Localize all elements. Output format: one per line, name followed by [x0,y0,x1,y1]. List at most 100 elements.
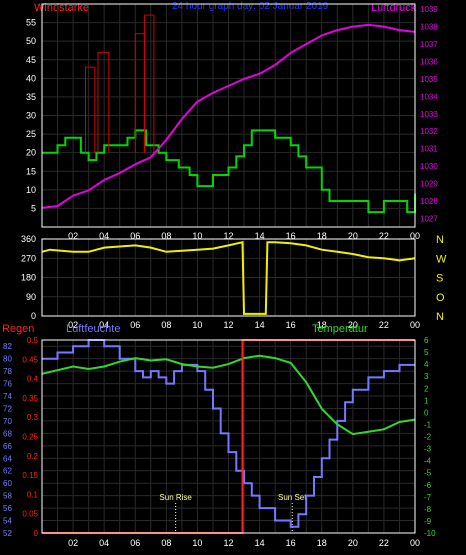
mid-plot-frame [41,238,416,317]
top-x-tick-label: 00 [410,231,420,241]
wind-speed-line [42,129,416,214]
graph-subtitle: 24 hour graph day: 02 Januar 2019 [172,1,329,12]
compass-label: N [436,311,444,323]
regen-title: Regen [2,323,34,335]
top-x-axis: 02 04 06 08 10 12 14 16 18 20 22 00 [68,231,420,241]
bottom-plot-frame [41,339,416,534]
pressure-line [41,23,416,209]
wind-y-tick-label: 20 [26,148,36,158]
rain-y-tick-label: 0.45 [22,355,38,364]
mid-x-tick-label: 10 [192,320,202,330]
mid-x-tick-label: 00 [410,320,420,330]
pressure-y-tick-label: 1038 [420,23,438,32]
top-x-tick-label: 02 [68,231,78,241]
bottom-x-tick-label: 08 [161,538,171,548]
temperature-line [41,354,416,436]
humidity-y-tick-label: 78 [3,367,12,376]
mid-x-tick-label: 20 [348,320,358,330]
humidity-y-tick-label: 64 [3,454,12,463]
direction-y-tick-label: 270 [21,253,36,263]
temperature-y-tick-label: 1 [424,396,429,405]
mid-x-axis: 02 04 06 08 10 12 14 16 18 20 22 00 [68,320,420,330]
wind-pressure-panel: Windstärke 24 hour graph day: 02 Januar … [26,1,438,241]
wind-y-tick-label: 45 [26,55,36,65]
rain-y-tick-label: 0.35 [22,394,38,403]
windstaerke-title: Windstärke [34,2,89,14]
mid-x-tick-label: 06 [130,320,140,330]
compass-label: O [436,292,445,304]
mid-series [41,240,416,315]
top-x-tick-label: 14 [255,231,265,241]
top-x-tick-label: 12 [223,231,233,241]
rain-y-tick-label: 0 [34,529,39,538]
top-x-tick-label: 04 [99,231,109,241]
humidity-line [42,339,415,528]
compass-label: W [436,253,447,265]
temperature-y-tick-label: -6 [424,481,432,490]
humidity-y-tick-label: 56 [3,504,12,513]
top-x-tick-label: 16 [286,231,296,241]
pressure-y-tick-label: 1030 [420,162,438,171]
humidity-y-tick-label: 72 [3,404,12,413]
temperature-y-tick-label: 3 [424,372,429,381]
rain-y-tick-label: 0.15 [22,471,38,480]
mid-x-tick-label: 18 [317,320,327,330]
humidity-y-tick-label: 70 [3,417,12,426]
wind-y-tick-label: 55 [26,18,36,28]
direction-y-axis: 0 90 180 270 360 [21,234,36,321]
direction-y-tick-label: 360 [21,234,36,244]
humidity-y-tick-label: 80 [3,355,12,364]
temperature-y-tick-label: 2 [424,384,429,393]
rain-y-tick-label: 0.3 [27,413,39,422]
humidity-y-tick-label: 76 [3,380,12,389]
pressure-y-tick-label: 1039 [420,5,438,14]
humidity-temperature-panel: Regen Luftfeuchte Temperatur 52545658606… [2,323,436,548]
bottom-x-tick-label: 18 [317,538,327,548]
humidity-y-tick-label: 68 [3,429,12,438]
pressure-y-tick-label: 1031 [420,145,438,154]
wind-y-tick-label: 15 [26,166,36,176]
top-x-tick-label: 18 [317,231,327,241]
temperature-y-tick-label: -1 [424,420,432,429]
wind-y-tick-label: 35 [26,92,36,102]
direction-y-tick-label: 0 [31,311,36,321]
top-x-tick-label: 20 [348,231,358,241]
direction-y-tick-label: 180 [21,273,36,283]
humidity-y-axis: 52 54 56 58 60 62 64 66 68 70 72 74 76 78 80 82 [3,342,12,538]
pressure-y-tick-label: 1027 [420,214,438,223]
sun-markers: Sun Rise Sun Set [159,493,307,533]
pressure-y-axis: 1027 1028 1029 1030 1031 1032 1033 1034 1035 1036… [420,5,438,223]
wind-y-tick-label: 10 [26,185,36,195]
top-plot-frame [41,3,416,228]
bottom-x-tick-label: 06 [130,538,140,548]
temperature-y-tick-label: -7 [424,493,432,502]
pressure-y-tick-label: 1034 [420,92,438,101]
pressure-y-tick-label: 1028 [420,197,438,206]
humidity-y-tick-label: 62 [3,467,12,476]
rain-y-tick-label: 0.5 [27,336,39,345]
mid-x-tick-label: 14 [255,320,265,330]
bottom-x-tick-label: 04 [99,538,109,548]
sunset-label: Sun Set [278,493,307,502]
bottom-x-tick-label: 00 [410,538,420,548]
pressure-y-tick-label: 1029 [420,179,438,188]
bottom-x-tick-label: 12 [223,538,233,548]
pressure-y-tick-label: 1035 [420,75,438,84]
top-x-tick-label: 10 [192,231,202,241]
bottom-x-axis: 02 04 06 08 10 12 14 16 18 20 22 00 [68,538,420,548]
bottom-x-tick-label: 02 [68,538,78,548]
bottom-x-tick-label: 16 [286,538,296,548]
sunrise-label: Sun Rise [159,493,192,502]
pressure-y-tick-label: 1033 [420,110,438,119]
compass-label: S [436,273,443,285]
temperatur-title: Temperatur [312,323,368,335]
wind-y-tick-label: 5 [31,203,36,213]
mid-x-tick-label: 12 [223,320,233,330]
temperature-y-tick-label: -5 [424,469,432,478]
temperature-y-tick-label: 4 [424,360,429,369]
gust-bar [97,51,110,153]
luftfeuchte-title: Luftfeuchte [66,323,120,335]
